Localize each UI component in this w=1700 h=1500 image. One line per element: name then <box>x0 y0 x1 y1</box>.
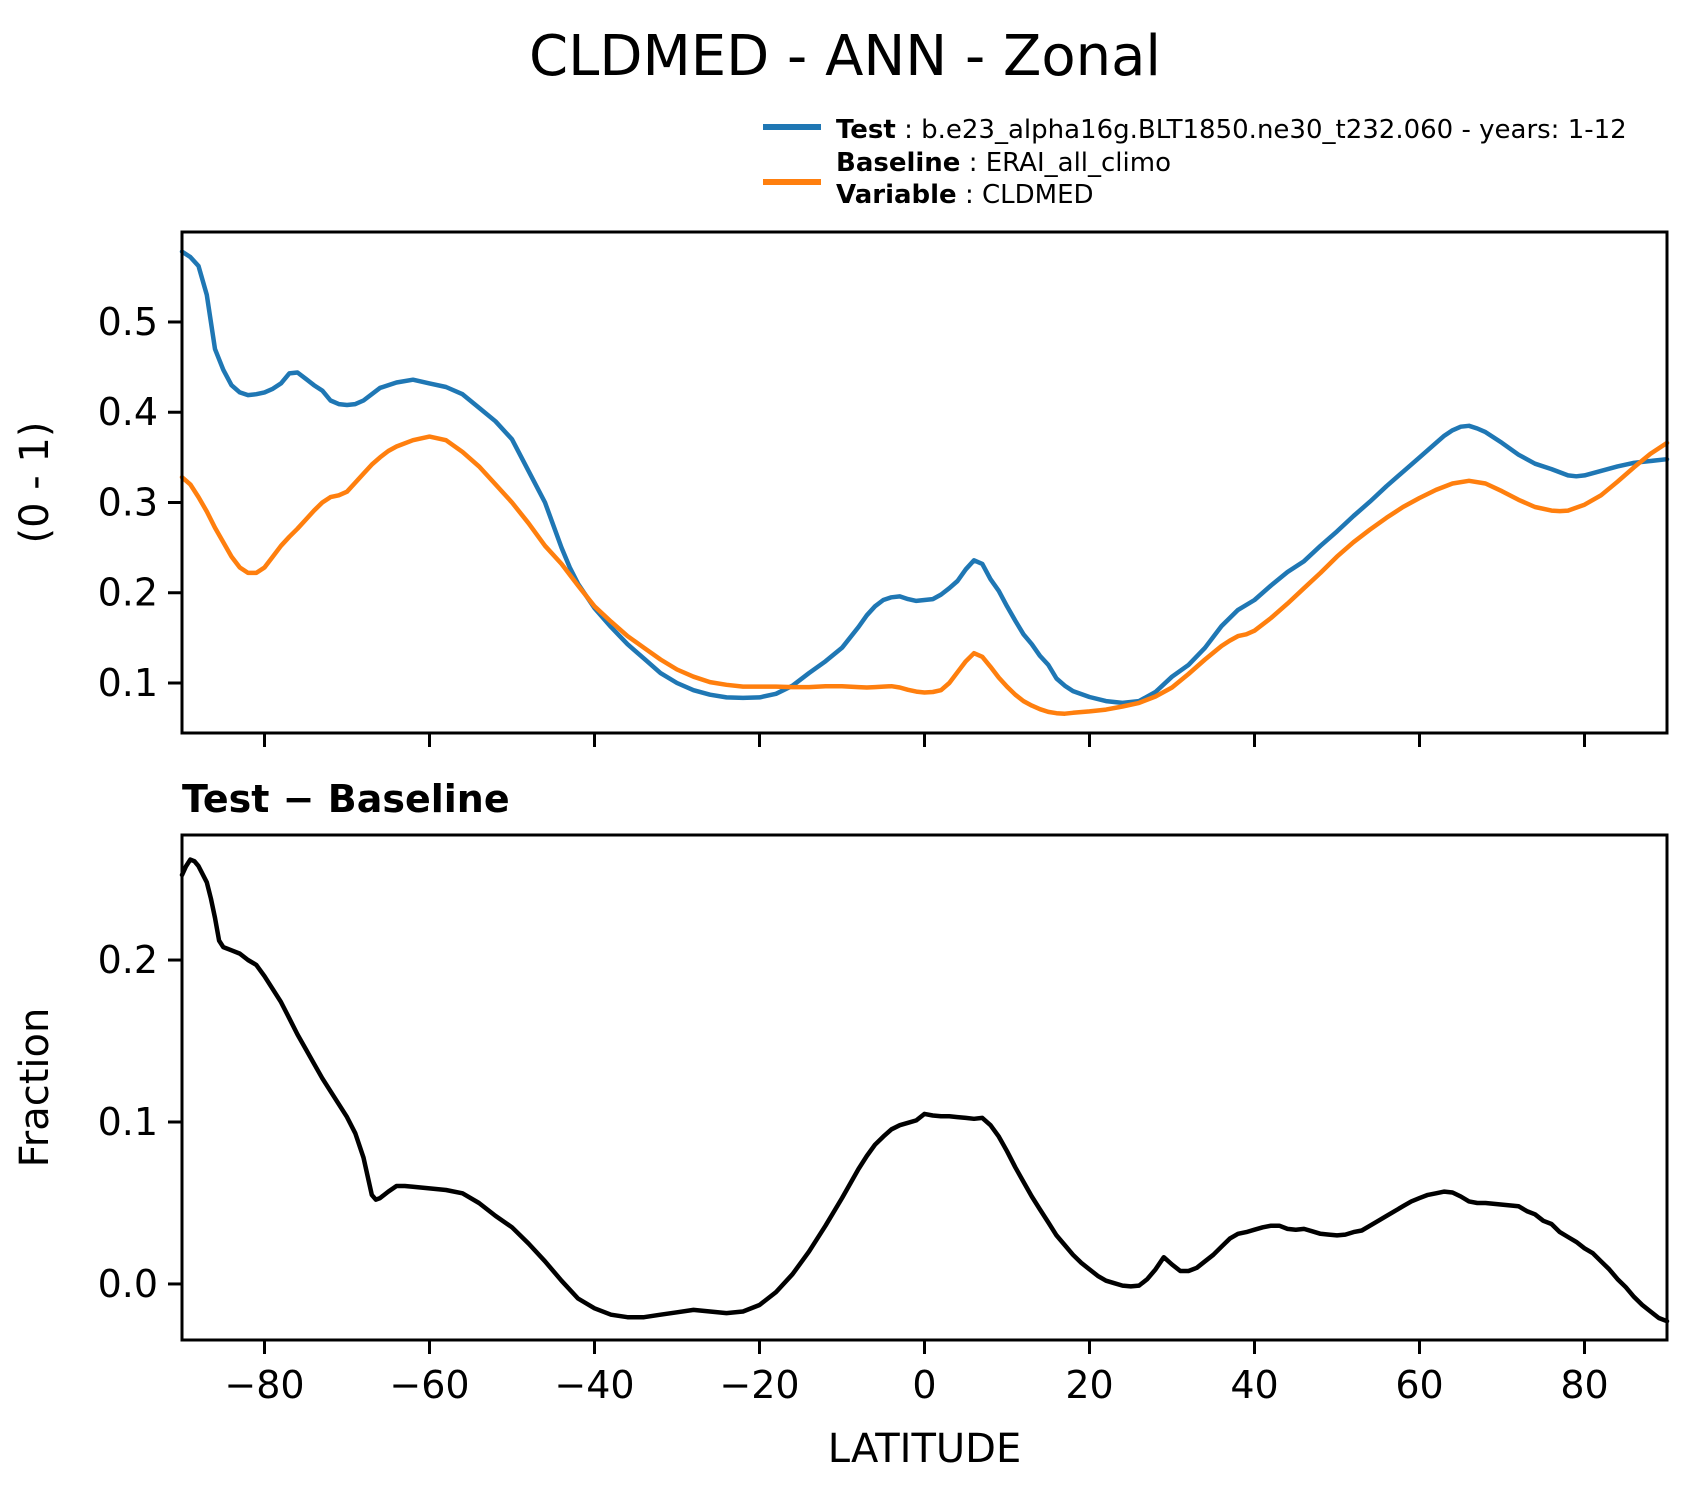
legend-label-bold: Variable <box>836 180 957 210</box>
diff-plot: −80 −60 −40 −20 0 20 40 60 80 0.0 0.1 0.2 Fraction LA… <box>12 833 1670 1472</box>
axes-spines <box>180 833 1669 1342</box>
legend-label-bold: Baseline <box>836 148 960 178</box>
legend-label-rest: : CLDMED <box>957 180 1094 210</box>
x-tick-label: 0 <box>912 1363 936 1407</box>
top-plot: 0.1 0.2 0.3 0.4 0.5 (0 - 1) <box>12 230 1670 747</box>
y-tick-label: 0.5 <box>98 300 158 344</box>
y-axis-label: Fraction <box>12 1008 58 1168</box>
y-tick-label: 0.4 <box>98 390 158 434</box>
y-tick-label: 0.2 <box>98 571 158 615</box>
y-tick-label: 0.0 <box>98 1262 158 1306</box>
x-axis-label: LATITUDE <box>828 1426 1021 1472</box>
x-tick-label: 20 <box>1065 1363 1113 1407</box>
figure-title: CLDMED - ANN - Zonal <box>529 24 1161 89</box>
x-tick-label: 80 <box>1560 1363 1608 1407</box>
x-tick-label: −80 <box>224 1363 304 1407</box>
x-tick-label: 60 <box>1395 1363 1443 1407</box>
x-tick-label: −60 <box>389 1363 469 1407</box>
legend: Test : b.e23_alpha16g.BLT1850.ne30_t232.… <box>763 115 1627 210</box>
legend-label-baseline: Baseline : ERAI_all_climo <box>836 148 1171 178</box>
y-tick-label: 0.3 <box>98 480 158 524</box>
legend-label-test: Test : b.e23_alpha16g.BLT1850.ne30_t232.… <box>836 115 1627 145</box>
y-axis-label: (0 - 1) <box>12 422 58 544</box>
series-line-test <box>179 249 1670 706</box>
legend-label-variable: Variable : CLDMED <box>836 180 1094 210</box>
y-tick-label: 0.1 <box>98 661 158 705</box>
legend-label-rest: : b.e23_alpha16g.BLT1850.ne30_t232.060 -… <box>896 115 1627 145</box>
y-tick-label: 0.2 <box>98 938 158 982</box>
y-tick-label: 0.1 <box>98 1100 158 1144</box>
legend-label-bold: Test <box>836 115 896 145</box>
x-tick-label: 40 <box>1230 1363 1278 1407</box>
diff-plot-title: Test − Baseline <box>182 777 510 821</box>
axes-spines <box>180 230 1669 735</box>
x-tick-label: −40 <box>554 1363 634 1407</box>
series-line-test-minus-baseline <box>179 857 1670 1324</box>
legend-label-rest: : ERAI_all_climo <box>960 148 1171 178</box>
x-tick-label: −20 <box>719 1363 799 1407</box>
series-line-baseline <box>179 434 1670 716</box>
